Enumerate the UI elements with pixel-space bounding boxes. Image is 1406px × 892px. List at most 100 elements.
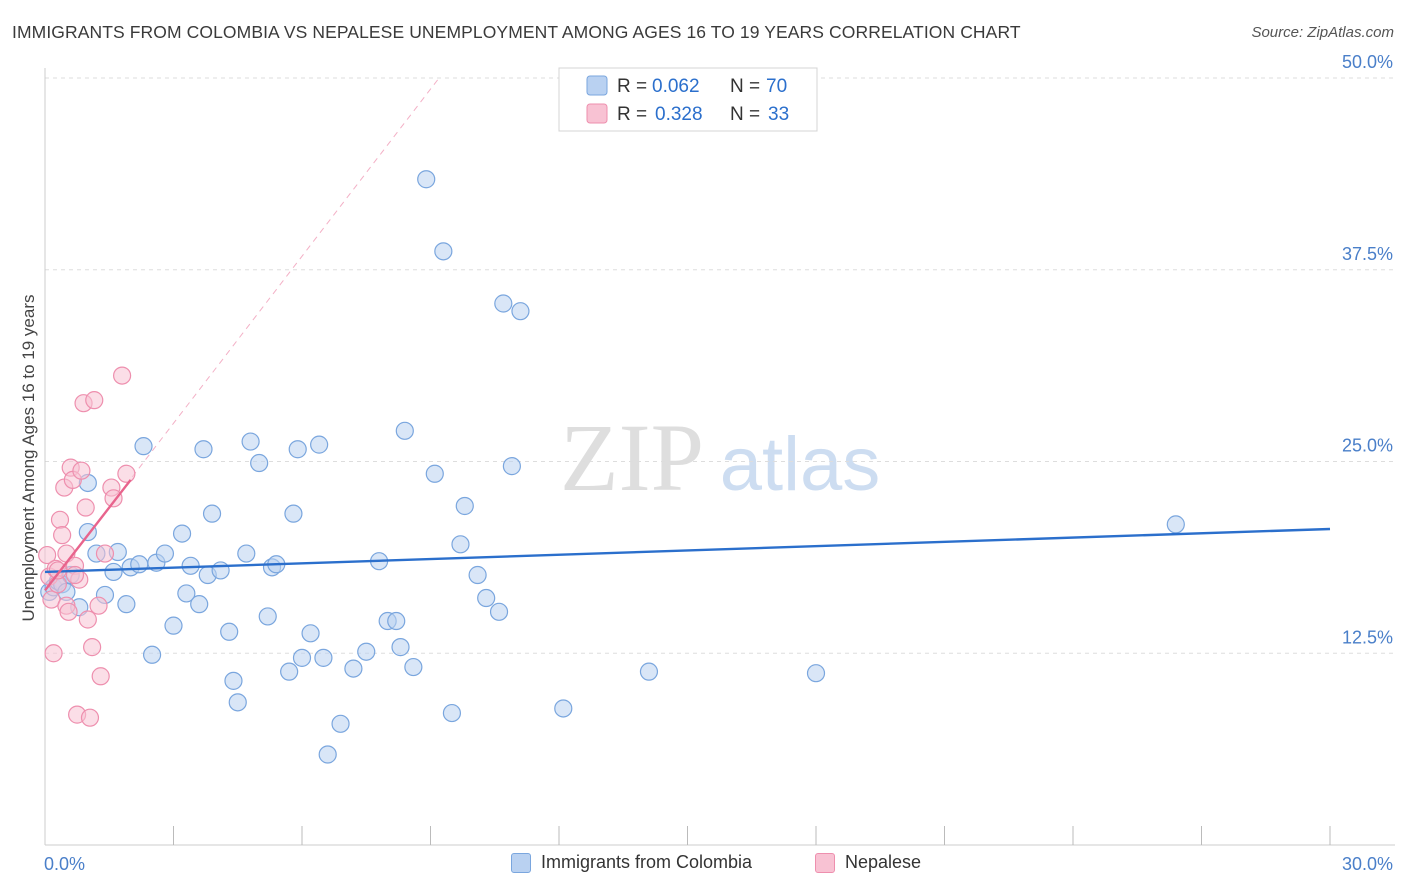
- gridlines: [45, 77, 1395, 654]
- colombia-point: [142, 645, 162, 664]
- y-axis-title: Unemployment Among Ages 16 to 19 years: [19, 295, 38, 622]
- colombia-point: [318, 745, 337, 764]
- x-tick-labels: 0.0% 30.0%: [44, 854, 1393, 874]
- legend-n-label-1: N =: [730, 76, 760, 97]
- colombia-point: [404, 657, 423, 677]
- y-tick-label: 37.5%: [1342, 244, 1393, 264]
- trend-lines: [44, 479, 1331, 592]
- colombia-point: [164, 616, 183, 635]
- legend-n-value-1: 70: [766, 76, 787, 97]
- colombia-trend-line: [44, 527, 1331, 574]
- chart-title: IMMIGRANTS FROM COLOMBIA VS NEPALESE UNE…: [12, 22, 1021, 42]
- colombia-point: [331, 714, 350, 733]
- colombia-point: [554, 699, 573, 718]
- y-tick-labels: 12.5% 25.0% 37.5% 50.0%: [1342, 52, 1393, 647]
- colombia-point: [220, 622, 239, 641]
- bottom-legend-swatch-colombia: [511, 852, 531, 873]
- colombia-point: [357, 642, 376, 661]
- bottom-legend-nepalese: Nepalese: [815, 852, 921, 873]
- x-tick-label-min: 0.0%: [44, 854, 85, 874]
- colombia-point: [134, 437, 153, 456]
- colombia-point: [301, 624, 320, 643]
- colombia-point: [314, 648, 333, 667]
- watermark-zip: ZIP: [560, 404, 704, 511]
- nepalese-point: [53, 526, 72, 545]
- colombia-point: [511, 302, 530, 321]
- legend-r-label-2: R =: [617, 104, 647, 125]
- colombia-point: [194, 440, 213, 459]
- bottom-legend-label-nepalese: Nepalese: [845, 852, 922, 872]
- colombia-point: [172, 524, 192, 543]
- nepalese-trend-line: [44, 479, 132, 592]
- legend-swatch-colombia: [586, 75, 608, 96]
- colombia-point: [211, 561, 230, 580]
- colombia-point: [104, 562, 123, 582]
- colombia-point: [494, 294, 513, 313]
- watermark: ZIP atlas: [560, 404, 880, 511]
- colombia-point: [250, 453, 269, 473]
- nepalese-point: [80, 708, 100, 727]
- nepalese-point: [112, 366, 132, 385]
- y-tick-label: 50.0%: [1342, 52, 1393, 72]
- colombia-point: [117, 595, 136, 614]
- legend-r-label-1: R =: [617, 76, 647, 97]
- legend-n-value-2: 33: [768, 104, 789, 125]
- nepalese-point: [44, 644, 63, 663]
- bottom-legend-colombia: Immigrants from Colombia: [511, 852, 752, 873]
- bottom-legend-swatch-nepalese: [815, 852, 835, 873]
- watermark-atlas: atlas: [720, 422, 881, 507]
- source-label: Source: ZipAtlas.com: [1251, 24, 1394, 41]
- colombia-point: [155, 544, 175, 563]
- colombia-point: [806, 664, 826, 683]
- legend-r-value-1: 0.062: [652, 76, 700, 97]
- colombia-point: [387, 611, 406, 631]
- colombia-point: [442, 703, 462, 723]
- colombia-point: [258, 607, 277, 626]
- colombia-point: [190, 595, 209, 614]
- x-tick-label-max: 30.0%: [1342, 854, 1393, 874]
- colombia-point: [292, 648, 312, 667]
- colombia-point: [502, 457, 521, 476]
- y-tick-label: 25.0%: [1342, 436, 1393, 456]
- colombia-point: [639, 662, 659, 681]
- colombia-point: [391, 638, 410, 657]
- colombia-point: [288, 440, 307, 459]
- bottom-legend: Immigrants from Colombia Nepalese: [0, 852, 1406, 878]
- nepalese-point: [78, 610, 97, 629]
- colombia-point: [284, 504, 303, 523]
- colombia-point: [425, 464, 444, 483]
- nepalese-point: [50, 510, 70, 529]
- legend-r-value-2: 0.328: [655, 104, 703, 125]
- colombia-point: [455, 496, 474, 516]
- colombia-point: [237, 544, 256, 563]
- bottom-legend-label-colombia: Immigrants from Colombia: [541, 852, 753, 872]
- colombia-point: [228, 693, 247, 712]
- legend-n-label-2: N =: [730, 104, 760, 125]
- series-nepalese-points: [38, 366, 136, 727]
- colombia-point: [468, 565, 487, 585]
- nepalese-point: [65, 565, 85, 585]
- nepalese-point: [91, 667, 110, 686]
- colombia-point: [202, 504, 222, 523]
- legend-swatch-nepalese: [586, 103, 608, 124]
- colombia-point: [241, 432, 260, 451]
- nepalese-point: [85, 391, 104, 410]
- nepalese-point: [72, 461, 91, 480]
- legend: R = 0.062 N = 70 R = 0.328 N = 33: [558, 67, 818, 132]
- colombia-point: [280, 662, 299, 681]
- y-tick-label: 12.5%: [1342, 627, 1393, 647]
- reference-line-dashed: [44, 77, 440, 591]
- colombia-point: [1166, 515, 1185, 534]
- nepalese-point: [59, 602, 78, 621]
- colombia-point: [434, 242, 453, 261]
- nepalese-point: [104, 489, 123, 508]
- colombia-point: [451, 535, 470, 554]
- nepalese-point: [89, 596, 108, 615]
- axes: [44, 68, 1395, 846]
- colombia-point: [224, 671, 243, 690]
- colombia-point: [395, 421, 414, 440]
- nepalese-point: [83, 638, 102, 657]
- nepalese-point: [38, 545, 57, 565]
- nepalese-point: [76, 498, 95, 517]
- colombia-point: [489, 602, 509, 621]
